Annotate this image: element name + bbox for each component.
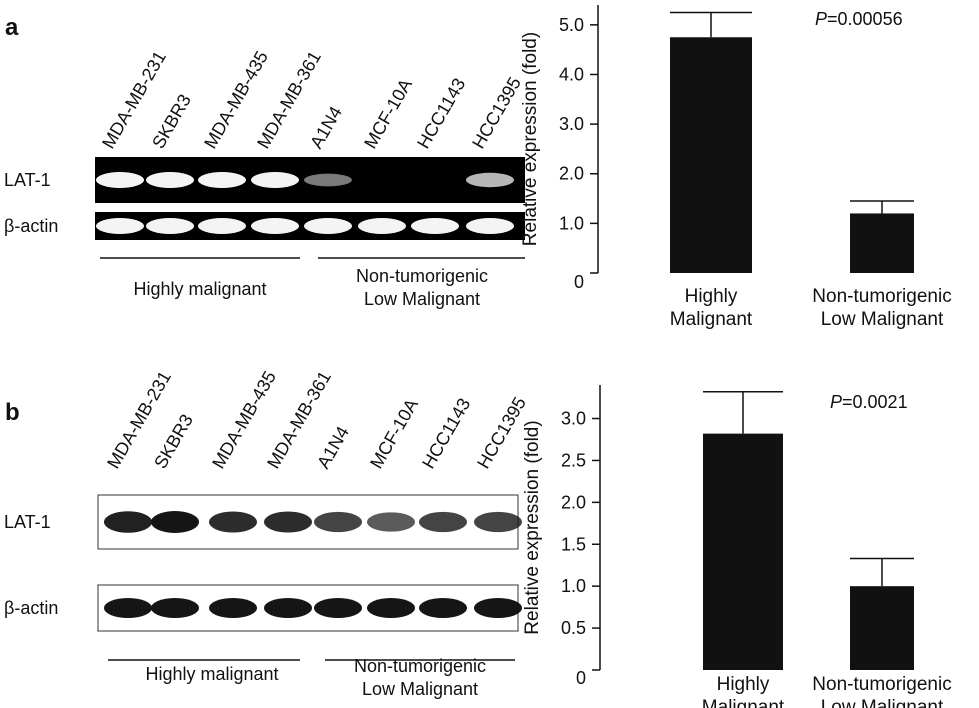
annotation-value: =0.0021: [842, 392, 908, 412]
gel-band: [151, 598, 199, 618]
y-axis-label: Relative expression (fold): [522, 420, 543, 634]
gel-band: [367, 512, 415, 531]
row-label: β-actin: [4, 598, 58, 618]
annotation-p: P: [815, 9, 827, 29]
gel-band: [314, 512, 362, 532]
gel-band: [104, 598, 152, 618]
y-tick-label: 3.0: [559, 114, 584, 134]
bar: [703, 434, 783, 670]
row-label: LAT-1: [4, 512, 51, 532]
gel-band: [209, 598, 257, 618]
gel-band: [104, 511, 152, 533]
y-tick-label: 2.0: [561, 492, 586, 512]
lane-label: SKBR3: [148, 91, 195, 152]
y-tick-label: 2.5: [561, 450, 586, 470]
y-tick-label: 0.5: [561, 618, 586, 638]
gel-band: [367, 598, 415, 618]
gel-band: [466, 173, 514, 187]
gel-band: [314, 598, 362, 618]
annotation-p: P: [830, 392, 842, 412]
gel-band: [198, 218, 246, 234]
gel-band: [419, 512, 467, 532]
y-axis-label: Relative expression (fold): [520, 32, 541, 246]
bar: [670, 37, 752, 273]
gel-band: [96, 172, 144, 188]
panel-label: b: [5, 399, 20, 426]
lane-label: HCC1143: [418, 395, 474, 472]
annotation-value: =0.00056: [827, 9, 903, 29]
gel-band: [96, 218, 144, 234]
group-label: Highly malignant: [145, 664, 278, 684]
gel-band: [474, 512, 522, 532]
gel-band: [146, 218, 194, 234]
y-tick-label: 5.0: [559, 15, 584, 35]
gel-band: [411, 218, 459, 234]
annotation: P=0.0021: [830, 392, 908, 412]
gel-band: [466, 218, 514, 234]
lane-label: MCF-10A: [366, 395, 422, 472]
y-tick-label: 0: [576, 668, 586, 688]
annotation: P=0.00056: [815, 9, 903, 29]
gel-band: [198, 172, 246, 188]
gel-band: [474, 598, 522, 618]
y-tick-label: 1.0: [559, 213, 584, 233]
lane-label: HCC1143: [413, 75, 469, 152]
row-label: LAT-1: [4, 170, 51, 190]
group-label: Highly malignant: [133, 279, 266, 299]
y-tick-label: 4.0: [559, 64, 584, 84]
y-tick-label: 1.0: [561, 576, 586, 596]
y-tick-label: 3.0: [561, 409, 586, 429]
bar: [850, 586, 914, 670]
y-tick-label: 2.0: [559, 164, 584, 184]
panel-label: a: [5, 14, 19, 41]
gel-band: [264, 598, 312, 618]
figure: aMDA-MB-231SKBR3MDA-MB-435MDA-MB-361A1N4…: [0, 0, 979, 708]
gel-band: [151, 511, 199, 533]
gel-band: [251, 218, 299, 234]
gel-band: [251, 172, 299, 188]
gel-band: [264, 511, 312, 532]
row-label: β-actin: [4, 216, 58, 236]
gel-band: [304, 218, 352, 234]
bar: [850, 213, 914, 273]
gel-band: [304, 174, 352, 187]
gel-band: [419, 598, 467, 618]
lane-label: HCC1395: [468, 74, 525, 152]
y-tick-label: 0: [574, 272, 584, 292]
lane-label: SKBR3: [150, 411, 197, 472]
gel-band: [209, 511, 257, 532]
lane-label: A1N4: [313, 423, 353, 472]
lane-label: MCF-10A: [360, 75, 416, 152]
gel-band: [358, 218, 406, 234]
lane-label: A1N4: [306, 103, 346, 152]
y-tick-label: 1.5: [561, 534, 586, 554]
gel-band: [146, 172, 194, 188]
